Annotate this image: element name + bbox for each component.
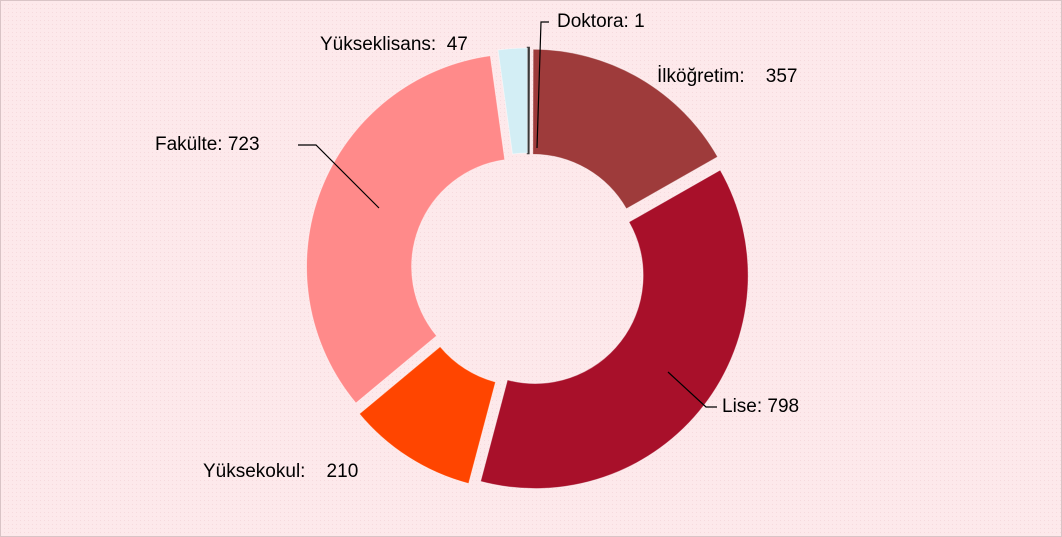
leader-line xyxy=(298,144,380,209)
leader-line xyxy=(667,371,717,408)
donut-slice xyxy=(526,46,530,155)
data-label: İlköğretim: 357 xyxy=(657,66,797,87)
data-label: Yüksekokul: 210 xyxy=(203,461,358,482)
data-label: Yükseklisans: 47 xyxy=(320,34,468,55)
donut-slice xyxy=(480,169,749,489)
data-label: Lise: 798 xyxy=(722,396,799,417)
donut-slice xyxy=(532,48,719,210)
donut-slice xyxy=(306,55,506,404)
donut-slice xyxy=(497,47,528,155)
data-label: Doktora: 1 xyxy=(557,11,645,32)
data-label: Fakülte: 723 xyxy=(155,134,260,155)
donut-slice xyxy=(358,346,497,484)
leader-line xyxy=(536,21,549,149)
